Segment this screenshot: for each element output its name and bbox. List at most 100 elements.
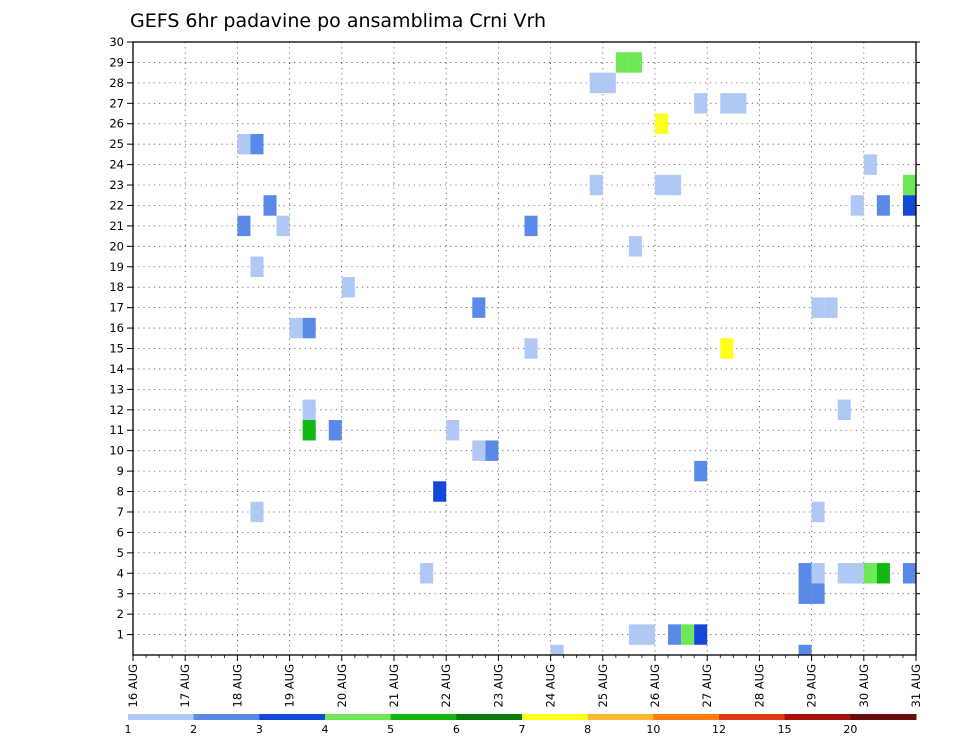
y-tick-label: 25 (109, 137, 124, 151)
precip-cell (837, 563, 851, 584)
precip-cell (485, 440, 499, 461)
precip-cell (589, 174, 603, 196)
legend-swatch (456, 714, 523, 720)
precip-cell (472, 440, 486, 461)
y-tick-label: 16 (109, 321, 124, 335)
precip-cell (837, 399, 851, 421)
precip-cell (850, 563, 864, 584)
precip-cell (328, 420, 342, 441)
precip-cell (655, 174, 669, 196)
precipitation-cells (237, 52, 916, 655)
legend-swatch (850, 714, 917, 720)
x-tick-label: 24 AUG (544, 664, 558, 707)
x-tick-label: 27 AUG (700, 664, 714, 707)
legend-label: 2 (190, 723, 197, 736)
x-tick-label: 17 AUG (178, 664, 192, 707)
y-axis-ticks: 1234567891011121314151617181920212223242… (109, 35, 920, 642)
color-legend: 1 2 3 4 5 6 7 8 10 12 15 20 (125, 714, 917, 736)
x-tick-label: 19 AUG (283, 664, 297, 707)
y-tick-label: 17 (109, 301, 124, 315)
precip-cell (550, 644, 564, 655)
precip-cell (798, 644, 812, 655)
y-tick-label: 11 (109, 423, 124, 437)
y-tick-label: 29 (109, 55, 124, 69)
precip-cell (694, 460, 708, 482)
precip-cell (694, 93, 708, 114)
precip-cell (720, 93, 734, 114)
precip-cell (902, 563, 916, 584)
y-tick-label: 5 (117, 546, 124, 560)
x-tick-label: 26 AUG (648, 664, 662, 707)
x-tick-label: 29 AUG (805, 664, 819, 707)
legend-label: 8 (584, 723, 591, 736)
precip-cell (341, 276, 355, 298)
y-tick-label: 28 (109, 76, 124, 90)
precip-cell (863, 154, 877, 175)
legend-swatch (390, 714, 457, 720)
precip-cell (472, 297, 486, 318)
y-tick-label: 10 (109, 444, 124, 458)
precip-cell (628, 236, 642, 257)
y-tick-label: 19 (109, 260, 124, 274)
y-tick-label: 22 (109, 198, 124, 212)
legend-label: 3 (256, 723, 263, 736)
legend-label: 1 (125, 723, 132, 736)
precip-cell (811, 501, 825, 523)
y-tick-label: 20 (109, 239, 124, 253)
precip-cell (263, 195, 277, 216)
precip-cell (615, 52, 629, 73)
precip-cell (876, 195, 890, 216)
precip-cell (641, 624, 655, 645)
legend-swatch (325, 714, 392, 720)
legend-label: 6 (453, 723, 460, 736)
y-tick-label: 12 (109, 403, 124, 417)
x-tick-label: 20 AUG (335, 664, 349, 707)
precip-cell (811, 297, 825, 318)
precip-cell (237, 133, 251, 155)
precip-cell (433, 481, 447, 502)
precip-cell (720, 338, 734, 359)
precip-cell (694, 624, 708, 645)
x-axis-ticks: 16 AUG 17 AUG 18 AUG 19 AUG 20 AUG 21 AUG 22 A… (126, 655, 923, 707)
y-tick-label: 23 (109, 178, 124, 192)
y-tick-label: 7 (117, 505, 124, 519)
precip-cell (237, 215, 251, 237)
legend-swatch (128, 714, 195, 720)
legend-swatch (653, 714, 720, 720)
precip-cell (524, 215, 538, 237)
x-tick-label: 30 AUG (857, 664, 871, 707)
x-tick-label: 16 AUG (126, 664, 140, 707)
y-tick-label: 21 (109, 219, 124, 233)
legend-swatch (522, 714, 589, 720)
y-tick-label: 30 (109, 35, 124, 49)
y-tick-label: 26 (109, 117, 124, 131)
y-tick-label: 4 (117, 566, 124, 580)
precip-cell (589, 72, 603, 94)
precip-cell (668, 174, 682, 196)
legend-label: 7 (519, 723, 526, 736)
precip-cell (902, 174, 916, 196)
y-tick-label: 14 (109, 362, 124, 376)
x-tick-label: 23 AUG (491, 664, 505, 707)
precip-cell (798, 583, 812, 604)
precip-cell (250, 256, 264, 277)
y-tick-label: 8 (117, 485, 124, 499)
precip-cell (850, 195, 864, 216)
x-tick-label: 18 AUG (230, 664, 244, 707)
chart-title: GEFS 6hr padavine po ansamblima Crni Vrh (130, 10, 546, 32)
legend-label: 4 (322, 723, 329, 736)
y-tick-label: 18 (109, 280, 124, 294)
precip-cell (876, 563, 890, 584)
legend-label: 12 (712, 723, 726, 736)
legend-label: 5 (387, 723, 394, 736)
precip-cell (798, 563, 812, 584)
y-tick-label: 9 (117, 464, 124, 478)
legend-label: 15 (778, 723, 792, 736)
legend-swatch (587, 714, 654, 720)
precip-cell (302, 317, 316, 339)
precip-cell (446, 420, 460, 441)
x-tick-label: 21 AUG (387, 664, 401, 707)
precip-cell (824, 297, 838, 318)
y-tick-label: 6 (117, 525, 124, 539)
